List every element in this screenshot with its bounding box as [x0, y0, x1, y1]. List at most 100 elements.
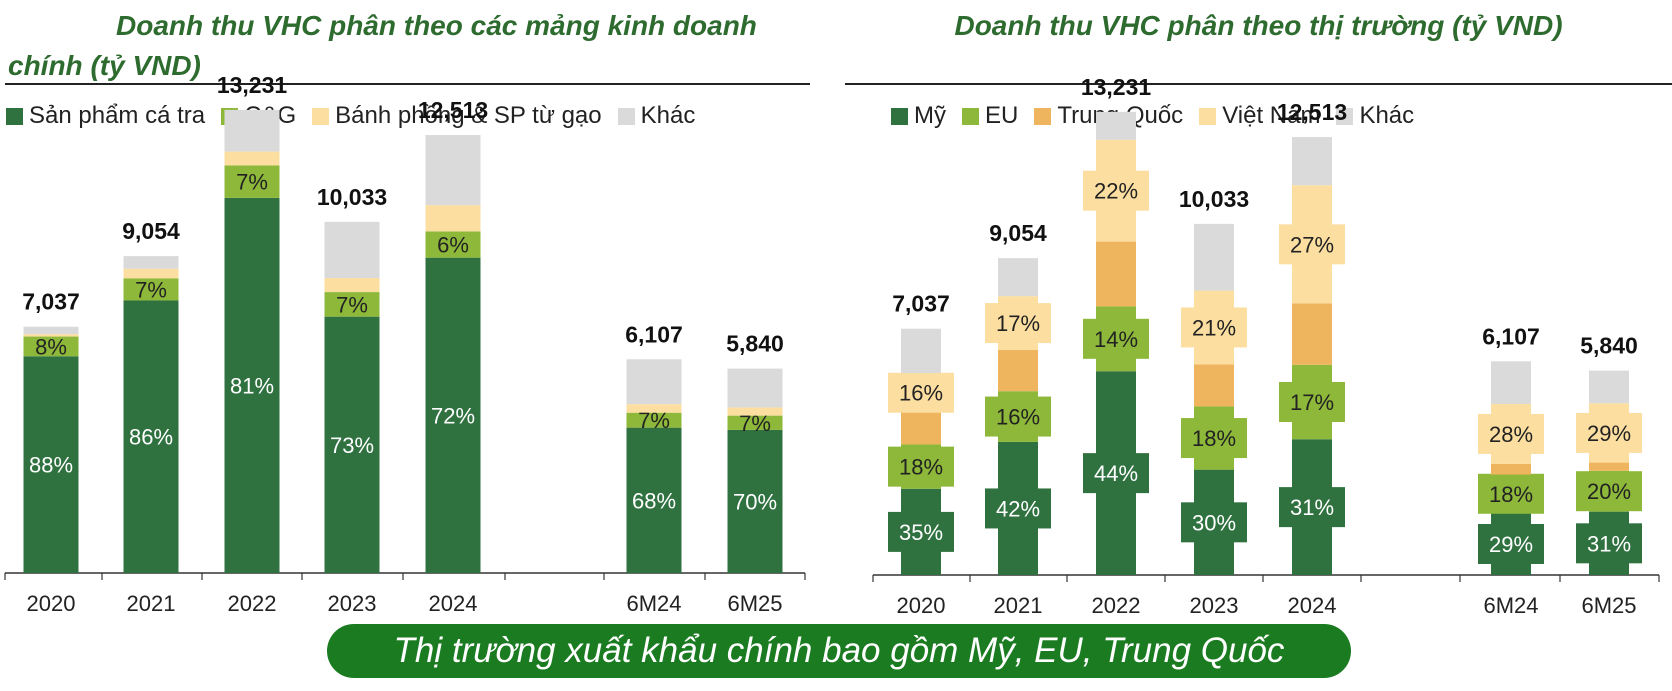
total-label: 9,054	[989, 220, 1047, 246]
data-label-box	[1478, 473, 1544, 514]
bar-segment	[23, 326, 79, 335]
data-label: 86%	[129, 425, 173, 450]
bar-segment	[324, 278, 380, 293]
bar-segment	[1292, 303, 1332, 365]
data-label: 7%	[135, 277, 167, 302]
legend-swatch	[312, 107, 330, 125]
data-label: 35%	[899, 520, 943, 545]
legend-swatch	[1034, 107, 1052, 125]
legend-swatch	[891, 107, 908, 125]
data-label: 17%	[1290, 390, 1334, 415]
bar-segment	[324, 316, 380, 573]
bar-segment	[1589, 370, 1629, 404]
data-label-box	[1478, 524, 1544, 565]
right-legend-item-khac: Khác	[1336, 102, 1414, 130]
data-label: 20%	[1587, 479, 1631, 504]
data-label: 7%	[336, 292, 368, 317]
bar-segment	[23, 336, 79, 357]
bar-segment	[425, 135, 481, 206]
data-label: 18%	[1489, 482, 1533, 507]
bar-segment	[727, 429, 783, 573]
legend-swatch	[617, 107, 635, 125]
bar-segment	[1194, 223, 1234, 291]
data-label-box	[888, 446, 954, 487]
bar-segment	[123, 278, 179, 301]
x-tick-label: 2024	[429, 591, 478, 616]
data-label: 28%	[1489, 422, 1533, 447]
data-label: 31%	[1587, 531, 1631, 556]
data-label: 44%	[1094, 461, 1138, 486]
total-label: 13,231	[1081, 74, 1152, 100]
bar-segment	[626, 404, 682, 413]
bar-segment	[626, 359, 682, 405]
data-label-box	[1279, 487, 1345, 528]
bar-segment	[425, 257, 481, 573]
bar-segment	[224, 197, 280, 573]
bar-segment	[1589, 462, 1629, 471]
data-label: 30%	[1192, 510, 1236, 535]
x-tick-label: 2022	[1092, 593, 1141, 618]
bar-segment	[1292, 137, 1332, 186]
data-label: 68%	[632, 488, 676, 513]
legend-label: Sản phẩm cá tra	[29, 102, 206, 129]
data-label-box	[985, 488, 1051, 529]
data-label-box	[1576, 471, 1642, 512]
bar-segment	[1491, 463, 1531, 475]
bar-segment	[727, 407, 783, 416]
bar-segment	[998, 350, 1038, 392]
left-chart-panel: Doanh thu VHC phân theo các mảng kinh do…	[0, 0, 812, 640]
legend-label: Việt Nam	[1222, 102, 1321, 129]
right-legend-item-eu: EU	[962, 102, 1018, 130]
bar-segment	[425, 205, 481, 232]
data-label: 14%	[1094, 327, 1138, 352]
data-label-box	[888, 372, 954, 413]
data-label: 7%	[236, 170, 268, 195]
bar-segment	[324, 292, 380, 317]
bar-segment	[626, 427, 682, 573]
bar-segment	[1096, 111, 1136, 140]
data-label: 22%	[1094, 179, 1138, 204]
legend-label: EU	[985, 102, 1019, 129]
left-legend-item-banh-phong: Bánh phồng & SP từ gạo	[312, 102, 602, 130]
data-label: 73%	[330, 433, 374, 458]
bar-segment	[123, 256, 179, 269]
data-label: 29%	[1587, 421, 1631, 446]
legend-swatch	[962, 107, 979, 125]
data-label: 21%	[1192, 315, 1236, 340]
legend-label: Mỹ	[914, 102, 946, 129]
left-legend-item-khac: Khác	[617, 102, 695, 130]
total-label: 13,231	[217, 72, 288, 98]
total-label: 10,033	[1179, 186, 1249, 212]
bar-segment	[23, 356, 79, 573]
total-label: 12,513	[1277, 99, 1347, 125]
data-label: 6%	[437, 233, 469, 258]
bar-segment	[1194, 364, 1234, 407]
bar-segment	[1096, 241, 1136, 307]
data-label-box	[1181, 502, 1247, 543]
x-tick-label: 2021	[994, 593, 1043, 618]
right-bar-chart: 35% 18% 16% 7,037 2020 42% 16% 17% 9,054 2021 44% 1…	[872, 74, 1660, 618]
data-label-box	[1576, 412, 1642, 453]
bar-segment	[998, 258, 1038, 297]
x-tick-label: 2022	[228, 591, 277, 616]
data-label: 18%	[899, 455, 943, 480]
x-tick-label: 2024	[1288, 593, 1337, 618]
bar-segment	[224, 151, 280, 166]
x-tick-label: 6M25	[1581, 593, 1636, 618]
data-label-box	[1279, 382, 1345, 423]
bar-segment	[425, 231, 481, 258]
summary-banner: Thị trường xuất khẩu chính bao gồm Mỹ, E…	[327, 624, 1351, 678]
total-label: 9,054	[122, 218, 180, 244]
x-tick-label: 6M25	[727, 591, 782, 616]
data-label-box	[1279, 224, 1345, 265]
bar-segment	[727, 368, 783, 408]
data-label-box	[985, 303, 1051, 344]
bar-segment	[224, 109, 280, 152]
data-label: 17%	[996, 311, 1040, 336]
x-tick-label: 2020	[897, 593, 946, 618]
bar-segment	[324, 221, 380, 279]
legend-label: Khác	[1359, 102, 1415, 129]
data-label-box	[1181, 307, 1247, 348]
total-label: 6,107	[1482, 323, 1540, 349]
data-label: 81%	[230, 373, 274, 398]
